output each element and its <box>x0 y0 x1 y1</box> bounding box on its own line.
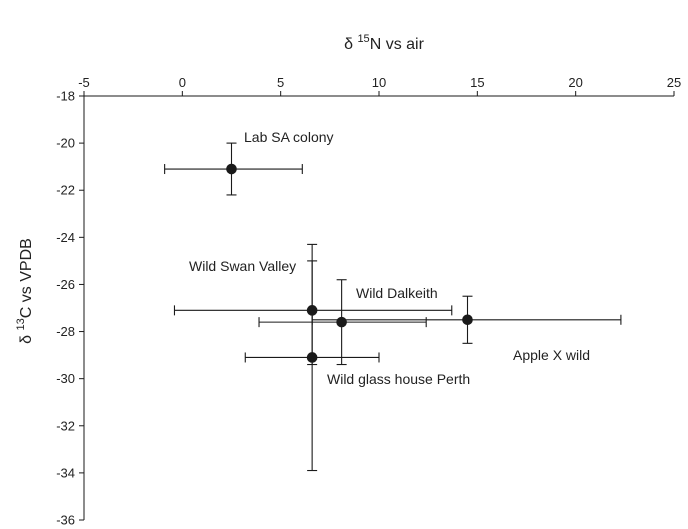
error-bars <box>164 142 622 472</box>
y-tick-label: -26 <box>56 277 75 292</box>
data-points <box>226 163 473 363</box>
point-label: Wild Dalkeith <box>356 285 438 301</box>
y-tick-label: -30 <box>56 371 75 386</box>
y-axis-title: δ 13C vs VPDB <box>15 238 35 344</box>
axes <box>83 95 674 520</box>
y-tick-label: -18 <box>56 89 75 104</box>
x-tick-label: 25 <box>667 75 681 90</box>
x-tick-label: 0 <box>179 75 186 90</box>
point-label: Wild Swan Valley <box>189 258 296 274</box>
point-label: Wild glass house Perth <box>327 371 470 387</box>
y-tick-label: -32 <box>56 418 75 433</box>
data-point <box>462 314 473 326</box>
x-tick-label: 20 <box>568 75 582 90</box>
data-point <box>306 305 318 316</box>
data-point <box>336 316 347 328</box>
y-tick-label: -34 <box>56 465 75 480</box>
y-axis-ticks: -18 -20 -22 -24 -26 -28 -30 -32 -34 -36 <box>56 89 84 528</box>
x-tick-label: -5 <box>78 75 90 90</box>
x-axis-ticks: -5 0 5 10 15 20 25 <box>78 75 681 96</box>
point-label: Lab SA colony <box>244 129 334 145</box>
y-tick-label: -28 <box>56 324 75 339</box>
x-tick-label: 5 <box>277 75 284 90</box>
point-labels: Lab SA colony Wild Swan Valley Wild Dalkei… <box>189 129 590 387</box>
data-point <box>306 352 318 363</box>
y-tick-label: -22 <box>56 183 75 198</box>
x-tick-label: 15 <box>470 75 484 90</box>
x-axis-title: δ 15N vs air <box>344 33 425 53</box>
data-point <box>226 163 237 175</box>
x-tick-label: 10 <box>372 75 386 90</box>
y-tick-label: -36 <box>56 513 75 528</box>
y-tick-label: -20 <box>56 136 75 151</box>
point-label: Apple X wild <box>513 347 590 363</box>
y-tick-label: -24 <box>56 230 75 245</box>
